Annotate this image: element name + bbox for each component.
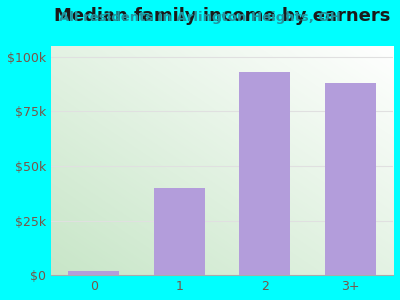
Bar: [68, 271, 119, 275]
Text: All residents in Arlington Heights, OH: All residents in Arlington Heights, OH: [59, 11, 341, 24]
Title: Median family income by earners: Median family income by earners: [54, 7, 390, 25]
Bar: [154, 188, 205, 275]
Bar: [239, 72, 290, 275]
Bar: [325, 83, 376, 275]
